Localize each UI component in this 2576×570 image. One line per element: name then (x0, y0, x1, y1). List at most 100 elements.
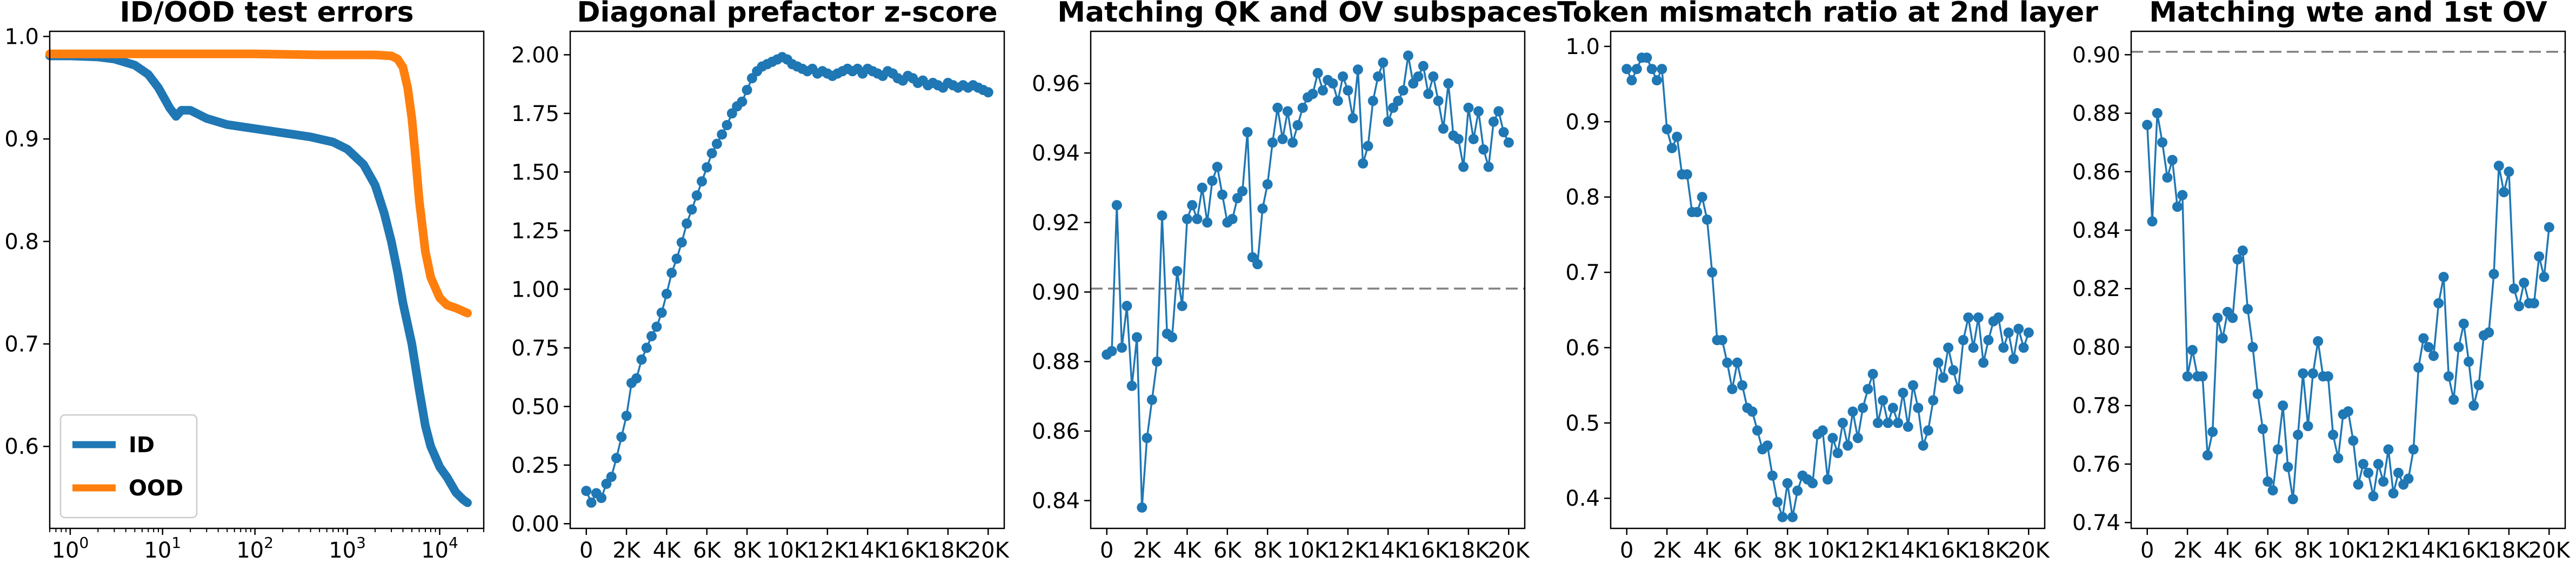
data-point (2013, 324, 2024, 334)
data-point (2423, 342, 2434, 352)
data-point (717, 129, 728, 140)
y-tick-label: 0.4 (1565, 486, 1600, 511)
data-point (1212, 162, 1223, 172)
series-line-ood (45, 49, 472, 318)
data-point (1948, 365, 1959, 375)
x-tick-label: 14K (847, 538, 890, 563)
x-tick-label: 6K (2254, 538, 2283, 563)
data-point (2313, 336, 2324, 347)
data-point (1933, 357, 1944, 368)
data-point (686, 204, 697, 215)
data-point (1973, 312, 1984, 323)
data-point (1332, 96, 1343, 106)
x-tick-label: 20K (2528, 538, 2571, 563)
data-point (682, 218, 692, 229)
data-point (1707, 267, 1718, 278)
data-point (1772, 497, 1783, 507)
x-tick-label: 100 (52, 534, 89, 563)
data-point (596, 493, 607, 504)
data-point (1641, 52, 1652, 63)
data-point (1488, 116, 1499, 127)
y-tick-label: 0.76 (2072, 452, 2120, 477)
data-point (1172, 266, 1183, 277)
data-point (2348, 435, 2359, 446)
data-point (1132, 332, 1142, 343)
data-point (2504, 166, 2514, 177)
y-tick-label: 0.6 (1565, 336, 1600, 360)
data-point (2333, 453, 2344, 464)
data-point (1863, 384, 1873, 394)
data-point (711, 138, 722, 149)
x-tick-label: 0 (1100, 538, 1113, 563)
data-point (2212, 312, 2223, 323)
y-tick-label: 0.8 (1565, 185, 1600, 210)
y-tick-label: 1.0 (1565, 35, 1600, 59)
data-point (1898, 387, 1908, 398)
data-point (2187, 345, 2198, 356)
data-point (1903, 421, 1913, 432)
data-point (1277, 133, 1288, 144)
x-tick-label: 20K (2008, 538, 2051, 563)
data-point (1458, 162, 1469, 172)
series-line-id (45, 51, 472, 507)
data-point (1672, 131, 1683, 142)
data-point (1782, 478, 1793, 488)
x-tick-label: 2K (1133, 538, 1162, 563)
y-tick-label: 0.82 (2072, 277, 2120, 301)
data-point (641, 343, 652, 353)
data-point (2508, 283, 2519, 294)
data-point (1737, 380, 1747, 391)
data-point (1978, 357, 1989, 368)
data-point (676, 237, 687, 248)
data-point (1983, 335, 1994, 345)
data-point (1872, 418, 1883, 428)
x-tick-label: 16K (1927, 538, 1970, 563)
data-point (1367, 96, 1378, 106)
y-tick-label: 0.8 (4, 230, 39, 254)
x-tick-label: 18K (1967, 538, 2010, 563)
y-tick-label: 1.75 (511, 102, 559, 126)
data-point (636, 354, 647, 365)
data-point (2283, 461, 2293, 472)
data-point (1403, 50, 1413, 61)
data-point (616, 432, 627, 442)
x-tick-label: 4K (2214, 538, 2243, 563)
data-point (1423, 89, 1434, 99)
data-point (1443, 78, 1454, 89)
data-point (2428, 351, 2439, 361)
data-point (1152, 356, 1163, 367)
x-tick-label: 6K (1733, 538, 1762, 563)
data-point (2008, 353, 2019, 364)
data-point (1111, 200, 1122, 211)
y-tick-label: 0.9 (1565, 110, 1600, 135)
data-point (1192, 213, 1203, 224)
data-point (1767, 470, 1778, 481)
data-point (1918, 440, 1928, 451)
y-tick-label: 1.0 (4, 24, 39, 49)
data-point (2514, 301, 2524, 312)
data-point (1887, 403, 1898, 413)
x-tick-label: 14K (1887, 538, 1930, 563)
data-point (2263, 476, 2273, 487)
x-tick-label: 18K (2488, 538, 2531, 563)
data-point (2167, 155, 2178, 165)
x-tick-label: 2K (2173, 538, 2202, 563)
data-point (2473, 380, 2484, 391)
data-point (2307, 368, 2318, 379)
data-point (702, 162, 712, 173)
data-point (1792, 485, 1803, 496)
data-point (1167, 332, 1178, 343)
data-point (691, 190, 702, 201)
x-tick-label: 20K (1488, 538, 1531, 563)
data-point (2018, 343, 2029, 353)
data-point (1807, 478, 1818, 488)
data-point (2468, 400, 2479, 411)
data-point (2464, 357, 2474, 367)
y-tick-label: 0.9 (4, 127, 39, 152)
x-tick-label: 16K (887, 538, 930, 563)
panel-p3: Matching QK and OV subspaces 0 2K 4K 6K 8K 10K… (1032, 0, 1558, 563)
data-point (1207, 176, 1218, 186)
y-tick-label: 0.5 (1565, 411, 1600, 436)
data-point (1126, 380, 1137, 391)
